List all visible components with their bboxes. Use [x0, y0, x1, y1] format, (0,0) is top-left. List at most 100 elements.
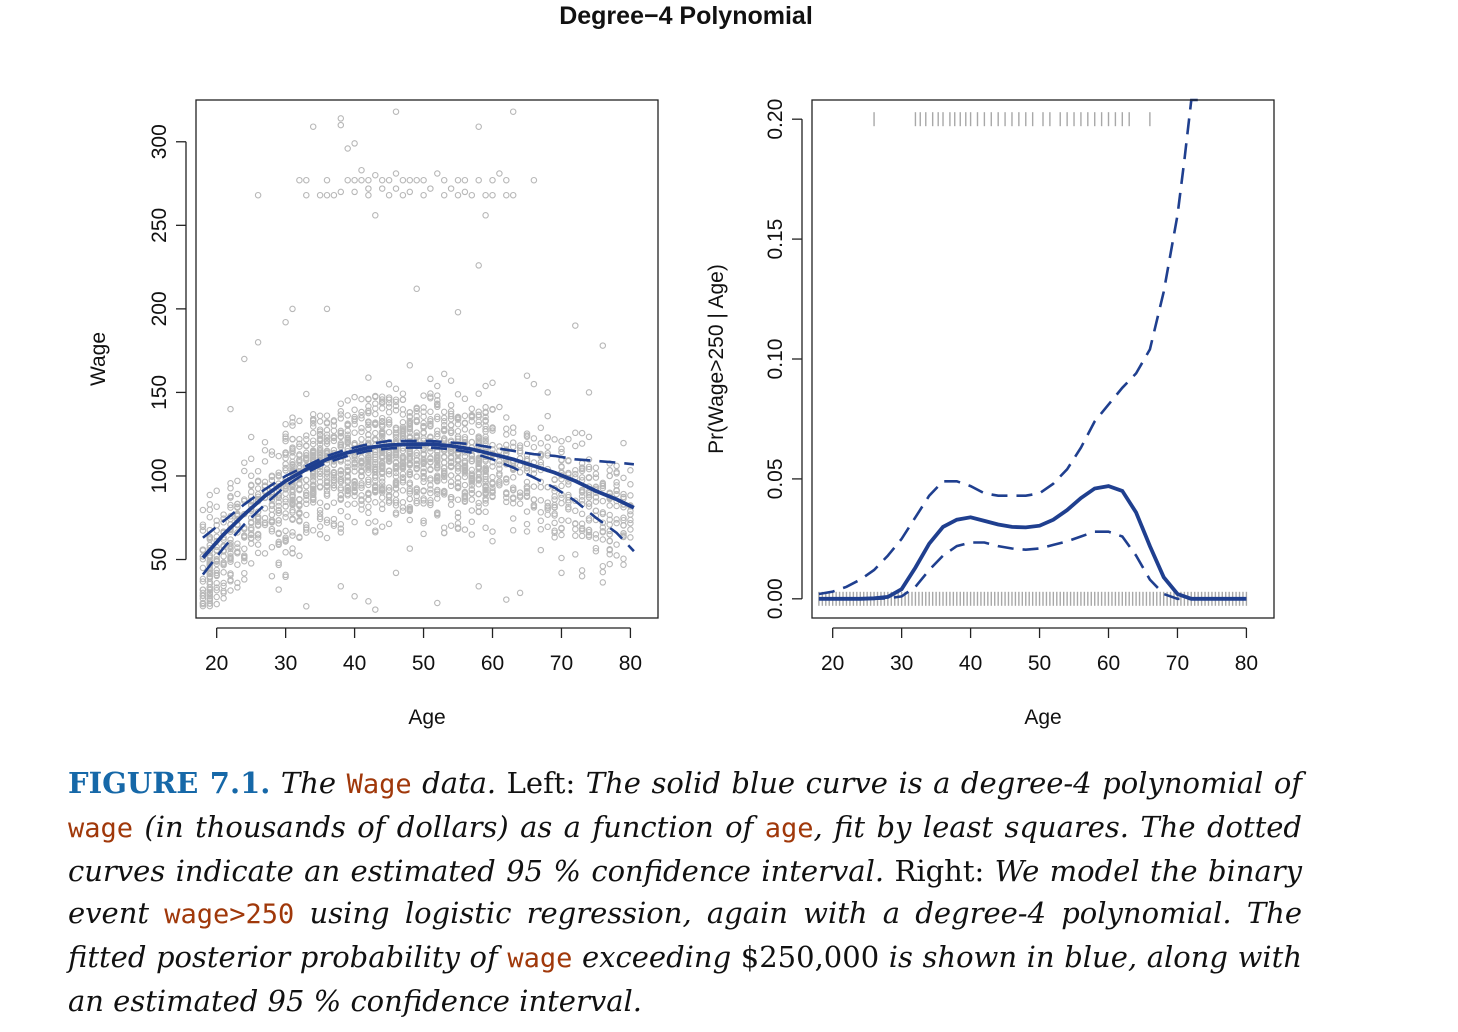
- scatter-point: [503, 476, 510, 483]
- scatter-point: [254, 467, 262, 475]
- scatter-point: [482, 491, 489, 498]
- scatter-point: [289, 498, 296, 506]
- scatter-point: [475, 459, 482, 466]
- scatter-point: [261, 478, 269, 486]
- scatter-point: [220, 589, 227, 597]
- scatter-point: [330, 474, 338, 481]
- scatter-point: [434, 599, 441, 607]
- scatter-point: [461, 490, 469, 497]
- scatter-point: [454, 465, 462, 472]
- scatter-point: [282, 573, 289, 581]
- scatter-point: [365, 436, 372, 443]
- caption-right-label: Right:: [894, 854, 985, 888]
- scatter-point: [482, 508, 489, 516]
- confidence-upper-line: [202, 439, 635, 539]
- scatter-point: [413, 456, 420, 464]
- scatter-point: [585, 526, 593, 534]
- scatter-point: [399, 191, 407, 199]
- scatter-point: [454, 525, 462, 533]
- scatter-point: [620, 530, 627, 537]
- scatter-point: [365, 481, 372, 489]
- scatter-point: [358, 428, 365, 436]
- scatter-point: [337, 529, 345, 536]
- scatter-point: [475, 437, 482, 444]
- scatter-point: [323, 490, 331, 497]
- scatter-point: [351, 456, 358, 463]
- scatter-point: [309, 420, 317, 427]
- scatter-point: [509, 191, 517, 199]
- scatter-point: [385, 487, 393, 494]
- scatter-point: [420, 176, 427, 184]
- scatter-point: [406, 188, 414, 196]
- y-tick-label: 250: [148, 208, 171, 243]
- scatter-point: [440, 489, 448, 496]
- scatter-point: [358, 408, 365, 416]
- scatter-point: [309, 429, 317, 437]
- scatter-point: [282, 537, 289, 545]
- scatter-point: [482, 191, 489, 199]
- scatter-point: [606, 467, 613, 474]
- confidence-upper-line: [818, 98, 1199, 596]
- scatter-point: [282, 451, 289, 458]
- scatter-point: [330, 478, 338, 485]
- scatter-point: [385, 470, 393, 478]
- scatter-point: [537, 424, 545, 432]
- scatter-point: [323, 466, 331, 473]
- scatter-point: [337, 525, 345, 532]
- scatter-point: [620, 474, 627, 482]
- scatter-point: [303, 432, 310, 439]
- scatter-point: [337, 400, 345, 407]
- scatter-point: [530, 443, 538, 451]
- scatter-point: [406, 460, 414, 468]
- scatter-point: [503, 414, 510, 421]
- scatter-point: [351, 406, 358, 414]
- scatter-point: [227, 504, 234, 511]
- scatter-point: [434, 475, 441, 482]
- scatter-point: [434, 170, 441, 177]
- scatter-point: [565, 481, 572, 488]
- scatter-point: [261, 550, 269, 557]
- left-x-axis: 20 30 40 50 60 70 80: [205, 627, 642, 675]
- scatter-point: [344, 513, 351, 520]
- caption-code-age: age: [764, 813, 814, 844]
- scatter-point: [385, 394, 393, 401]
- right-y-axis: 0.00 0.05 0.10 0.15 0.20: [764, 99, 803, 619]
- scatter-point: [372, 606, 379, 613]
- scatter-point: [613, 516, 620, 523]
- scatter-point: [289, 500, 296, 508]
- scatter-point: [351, 140, 358, 147]
- scatter-point: [392, 398, 400, 406]
- scatter-point: [406, 408, 414, 416]
- scatter-point: [578, 567, 586, 574]
- scatter-point: [585, 465, 593, 473]
- scatter-point: [572, 507, 579, 515]
- scatter-point: [620, 555, 627, 563]
- scatter-point: [234, 561, 241, 568]
- scatter-point: [296, 485, 303, 493]
- scatter-point: [440, 176, 448, 184]
- scatter-point: [365, 176, 372, 184]
- scatter-point: [289, 414, 296, 421]
- scatter-point: [275, 469, 282, 476]
- scatter-point: [406, 471, 414, 479]
- scatter-point: [213, 600, 220, 608]
- scatter-point: [241, 569, 248, 577]
- scatter-point: [572, 532, 579, 539]
- scatter-point: [399, 470, 407, 478]
- scatter-point: [358, 436, 365, 443]
- scatter-point: [496, 472, 503, 479]
- scatter-point: [213, 560, 220, 568]
- scatter-point: [282, 454, 289, 462]
- scatter-point: [234, 504, 241, 511]
- scatter-point: [434, 509, 441, 517]
- scatter-point: [378, 417, 386, 425]
- scatter-point: [537, 458, 545, 466]
- scatter-point: [447, 472, 455, 479]
- scatter-point: [447, 377, 455, 384]
- y-tick-label: 150: [148, 375, 171, 410]
- scatter-point: [413, 433, 420, 440]
- scatter-point: [316, 506, 324, 514]
- scatter-point: [468, 418, 476, 425]
- scatter-point: [344, 466, 351, 474]
- scatter-point: [399, 477, 407, 484]
